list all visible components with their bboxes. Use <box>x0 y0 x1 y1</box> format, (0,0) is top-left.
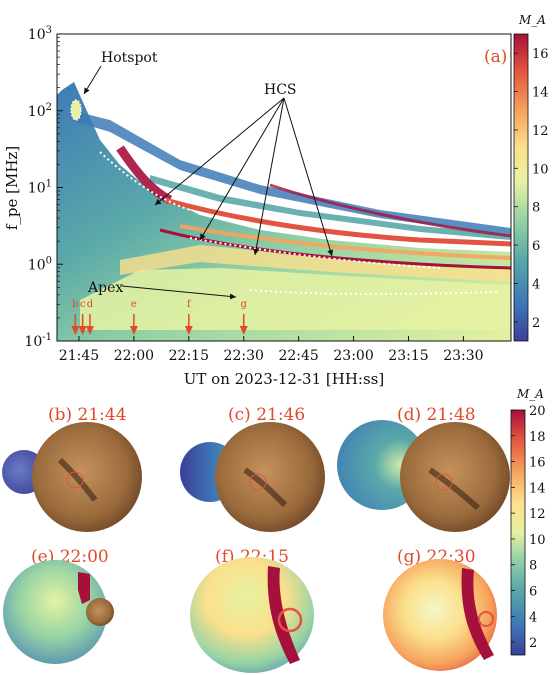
colorbar-b <box>510 409 526 656</box>
marker-label: d <box>87 299 94 310</box>
sun-disk-c <box>215 422 325 532</box>
y-tick-label: 101 <box>28 179 52 197</box>
sun-disk-b <box>32 422 142 532</box>
x-tick-label: 21:45 <box>59 348 99 364</box>
sun-disk-e <box>86 598 114 626</box>
axis-a: 21:45 22:00 22:15 22:30 22:45 23:00 23:15 23:30… <box>24 25 483 364</box>
y-tick-label: 103 <box>28 25 52 43</box>
marker-arrow-head <box>184 326 193 335</box>
colorbar-a-ticks: 2 4 6 8 10 12 14 16 <box>514 47 549 331</box>
colorbar-tick-label: 16 <box>532 47 549 62</box>
colorbar-tick-label: 2 <box>532 316 540 331</box>
sun-ring-g <box>478 611 494 627</box>
colorbar-tick-label: 14 <box>532 86 549 101</box>
colorbar-tick-label: 10 <box>529 533 546 548</box>
panel-label-b: (b) 21:44 <box>48 405 127 425</box>
colorbar-tick-label: 6 <box>532 239 540 254</box>
colorbar-tick-label: 16 <box>529 456 546 471</box>
marker-arrow-head <box>78 326 87 335</box>
x-tick-label: 23:15 <box>388 348 428 364</box>
y-tick-label: 10-1 <box>24 332 52 350</box>
marker-arrow-head <box>85 326 94 335</box>
y-axis-label: f_pe [MHz] <box>3 146 21 230</box>
colorbar-tick-label: 2 <box>529 636 537 651</box>
panel-label-d: (d) 21:48 <box>397 405 476 425</box>
x-tick-label: 23:00 <box>333 348 373 364</box>
x-tick-label: 22:00 <box>114 348 154 364</box>
panel-e: (e) 22:00 <box>3 547 114 664</box>
colorbar-tick-label: 12 <box>529 507 546 522</box>
colorbar-tick-label: 8 <box>532 201 540 216</box>
colorbar-tick-label: 14 <box>529 481 546 496</box>
annotation-hotspot: Hotspot <box>101 50 158 66</box>
panel-label-a: (a) <box>484 47 507 67</box>
colorbar-tick-label: 18 <box>529 430 546 445</box>
marker-label: f <box>187 299 192 310</box>
colorbar-a <box>513 33 529 342</box>
x-tick-label: 22:15 <box>169 348 209 364</box>
panel-label-c: (c) 21:46 <box>228 405 305 425</box>
y-tick-label: 100 <box>28 255 52 273</box>
x-tick-label: 23:30 <box>443 348 483 364</box>
panel-g: (g) 22:30 <box>383 547 497 671</box>
marker-label: e <box>131 299 137 310</box>
heatmap-image <box>57 34 511 341</box>
marker-arrow-head <box>129 326 138 335</box>
panel-b: (b) 21:44 <box>2 405 142 532</box>
colorbar-a-label: M_A <box>518 13 546 27</box>
colorbar-tick-label: 12 <box>532 124 549 139</box>
colorbar-tick-label: 4 <box>529 610 537 625</box>
marker-label: g <box>241 299 248 310</box>
annotation-apex: Apex <box>87 280 123 296</box>
sun-ring-f <box>277 607 303 633</box>
x-axis-label: UT on 2023-12-31 [HH:ss] <box>184 370 384 388</box>
marker-label: b <box>72 299 78 310</box>
colorbar-tick-label: 8 <box>529 559 537 574</box>
x-tick-label: 22:30 <box>224 348 264 364</box>
hcs-arrows <box>154 97 334 257</box>
panel-c: (c) 21:46 <box>180 405 325 532</box>
colorbar-tick-label: 20 <box>529 404 546 419</box>
panel-d: (d) 21:48 <box>337 405 510 532</box>
sun-disk-d <box>400 422 510 532</box>
colorbar-b-ticks: 2 4 6 8 10 12 14 16 18 20 <box>511 404 546 651</box>
panel-f: (f) 22:15 <box>190 547 314 673</box>
marker-arrow-head <box>71 326 80 335</box>
colorbar-tick-label: 10 <box>532 162 549 177</box>
panel-a: 21:45 22:00 22:15 22:30 22:45 23:00 23:15 23:30… <box>3 13 549 388</box>
marker-label: c <box>80 299 86 310</box>
x-tick-label: 22:45 <box>278 348 318 364</box>
colorbar-tick-label: 4 <box>532 277 540 292</box>
hotspot-arrow <box>83 65 102 95</box>
marker-arrow-head <box>239 326 248 335</box>
apex-arrow <box>121 285 237 300</box>
annotation-hcs: HCS <box>264 82 297 98</box>
colorbar-tick-label: 6 <box>529 585 537 600</box>
colorbar-b-label: M_A <box>516 387 544 401</box>
y-tick-label: 102 <box>28 102 52 120</box>
